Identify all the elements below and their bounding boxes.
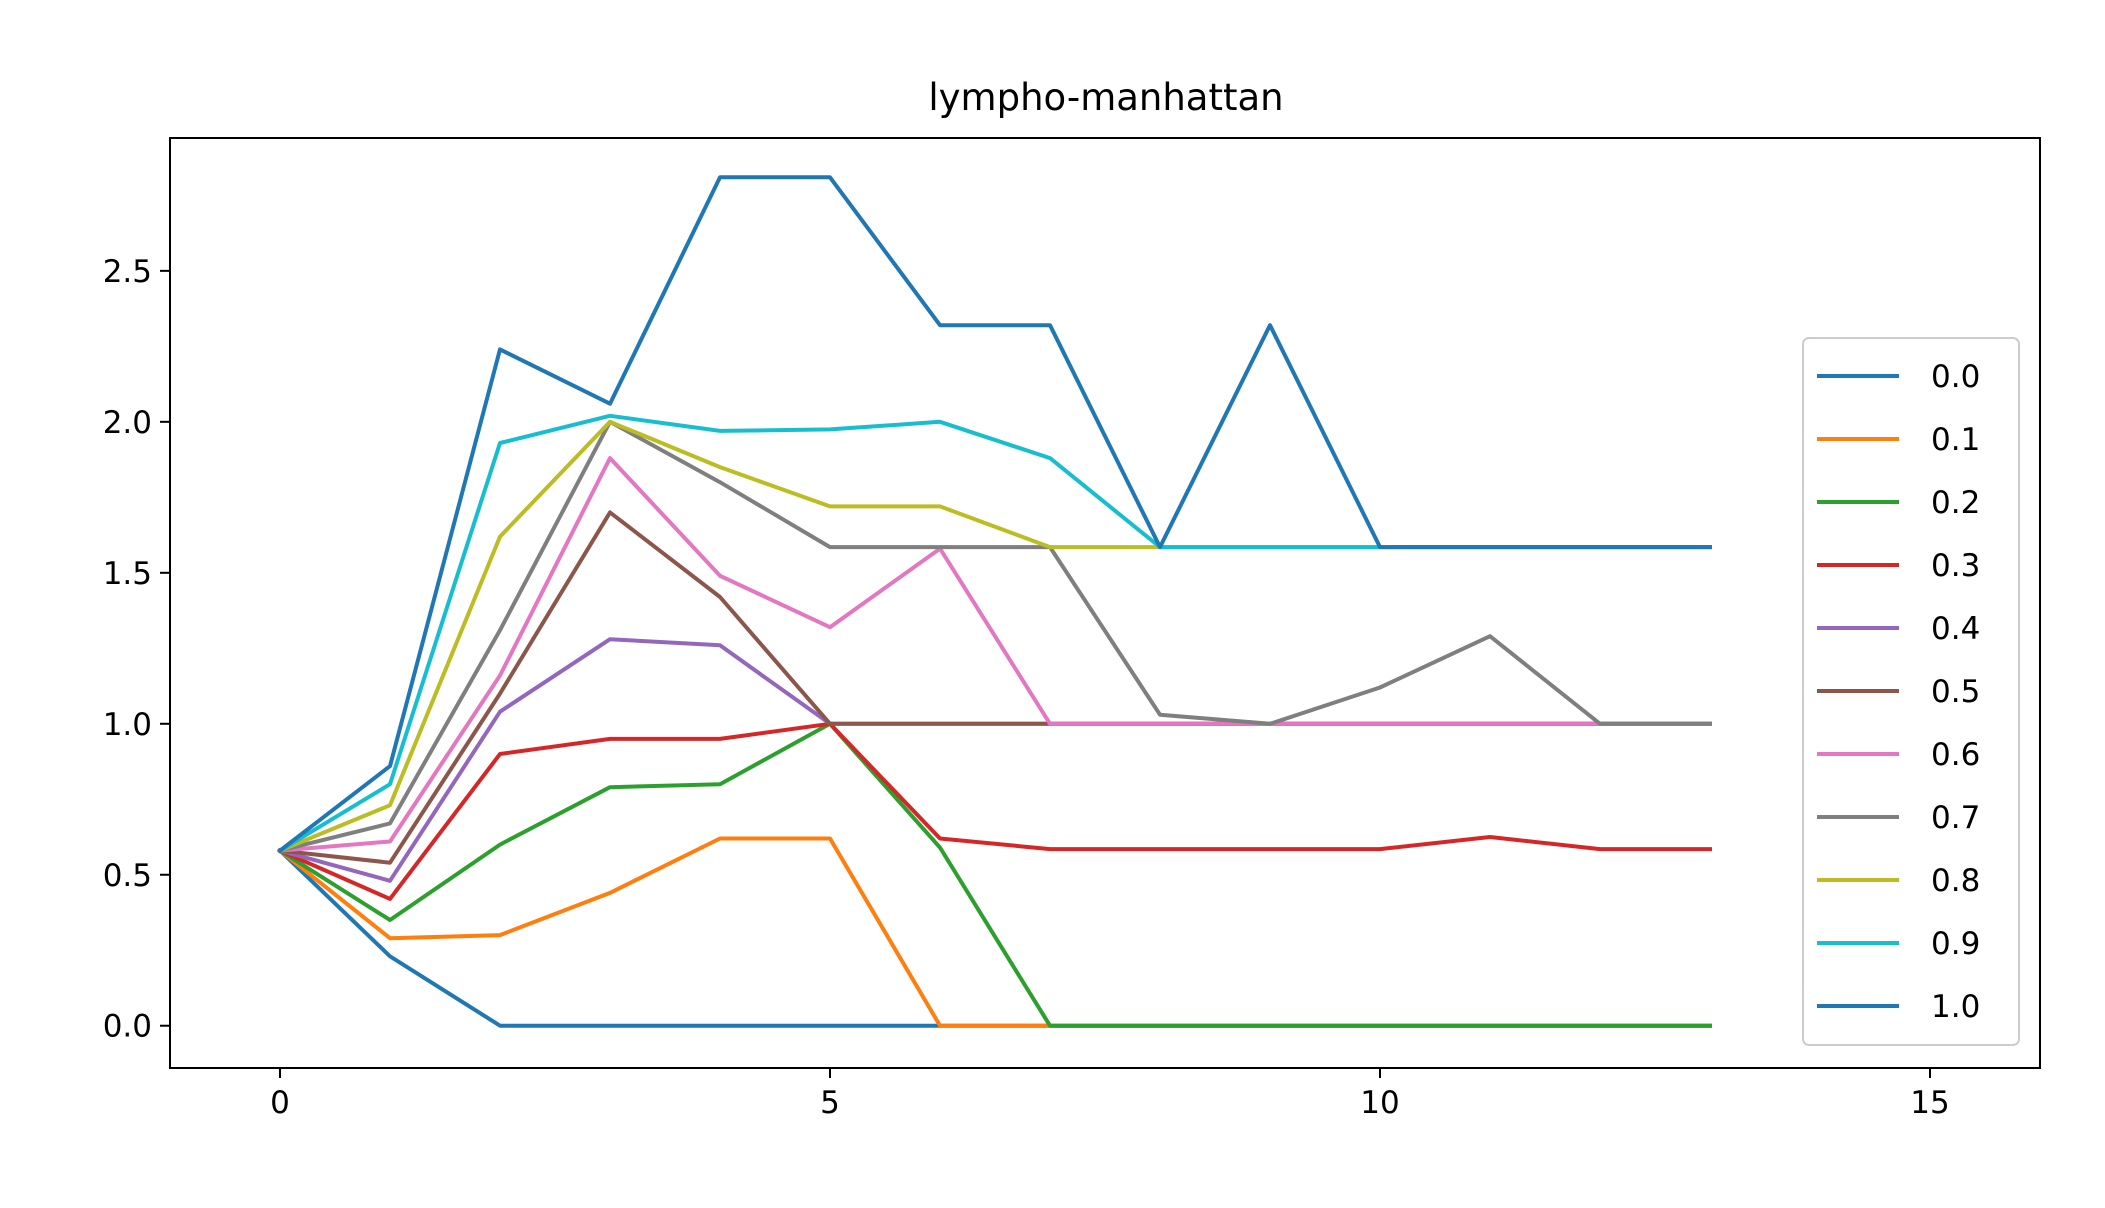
x-tick-label: 15: [1910, 1085, 1949, 1121]
legend-label: 0.7: [1931, 800, 1980, 836]
legend-label: 0.1: [1931, 422, 1980, 458]
x-tick-label: 10: [1360, 1085, 1399, 1121]
legend-frame: [1802, 337, 2020, 1046]
legend-label: 0.0: [1931, 359, 1980, 395]
chart-title: lympho-manhattan: [928, 76, 1283, 119]
legend-label: 0.5: [1931, 674, 1980, 710]
legend-label: 0.9: [1931, 926, 1980, 962]
x-tick-label: 0: [270, 1085, 290, 1121]
legend-label: 0.3: [1931, 548, 1980, 584]
y-tick-label: 0.0: [103, 1009, 152, 1045]
plot-area-frame: [169, 137, 2041, 1069]
series-line-0.2: [277, 721, 1712, 1028]
legend-label: 0.8: [1931, 863, 1980, 899]
y-tick-label: 0.5: [103, 858, 152, 894]
series-line-0.7: [277, 419, 1712, 854]
series-line-1.0: [277, 175, 1712, 854]
legend-label: 0.4: [1931, 611, 1980, 647]
legend-label: 0.6: [1931, 737, 1980, 773]
y-tick-label: 2.5: [103, 254, 152, 290]
axis-layer: 0 5 10 15 0.0 0.5 1.0 1.5 2.0 2.5: [103, 254, 1950, 1121]
y-tick-label: 1.5: [103, 556, 152, 592]
legend-label: 1.0: [1931, 989, 1980, 1025]
series-line-0.6: [277, 456, 1712, 853]
y-tick-label: 1.0: [103, 707, 152, 743]
series-layer: [277, 175, 1712, 1028]
x-tick-label: 5: [820, 1085, 840, 1121]
series-line-0.3: [277, 721, 1712, 901]
y-tick-label: 2.0: [103, 405, 152, 441]
legend: 0.0 0.1 0.2 0.3 0.4 0.5 0.6 0.7 0.8 0.9 1.0: [1802, 337, 2020, 1046]
legend-label: 0.2: [1931, 485, 1980, 521]
